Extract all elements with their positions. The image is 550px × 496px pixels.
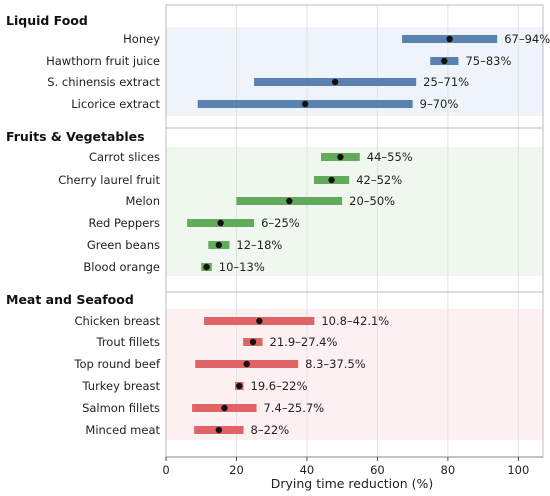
mean-dot <box>249 338 257 346</box>
x-tick-label: 80 <box>441 463 456 477</box>
x-axis-label: Drying time reduction (%) <box>271 476 434 491</box>
category-label: Carrot slices <box>89 150 160 164</box>
category-label: Blood orange <box>83 260 160 274</box>
group-bands <box>166 27 543 440</box>
mean-dot <box>203 263 210 271</box>
range-label: 25–71% <box>423 75 469 89</box>
category-label: Honey <box>123 32 160 46</box>
x-axis: 0 20 40 60 80 100 <box>162 456 543 477</box>
range-label: 19.6–22% <box>251 379 308 393</box>
category-label: Turkey breast <box>82 379 161 393</box>
category-label: Licorice extract <box>71 97 160 111</box>
mean-dot <box>441 57 448 65</box>
range-label: 42–52% <box>356 173 402 187</box>
x-tick-label: 20 <box>229 463 244 477</box>
x-tick-label: 40 <box>300 463 315 477</box>
range-label: 6–25% <box>261 216 300 230</box>
mean-dot <box>331 78 339 86</box>
group-title: Liquid Food <box>6 13 88 28</box>
mean-dot <box>286 197 293 205</box>
mean-dot <box>256 317 263 325</box>
category-label: Red Peppers <box>89 216 161 230</box>
mean-dot <box>243 360 250 368</box>
range-label: 75–83% <box>465 54 511 68</box>
category-label: Melon <box>125 194 160 208</box>
category-label: Hawthorn fruit juice <box>46 54 160 68</box>
range-label: 12–18% <box>236 238 282 252</box>
category-label: Trout fillets <box>95 335 160 349</box>
group-band <box>166 147 543 276</box>
group-title: Fruits & Vegetables <box>6 129 145 144</box>
x-tick-label: 100 <box>507 463 529 477</box>
category-label: Salmon fillets <box>82 401 160 415</box>
mean-dot <box>236 382 243 390</box>
mean-dot <box>301 100 309 108</box>
category-label: Top round beef <box>73 357 161 371</box>
range-label: 8.3–37.5% <box>305 357 366 371</box>
range-label: 44–55% <box>367 150 413 164</box>
mean-dot <box>215 426 223 434</box>
category-labels: Liquid Food Honey Hawthorn fruit juice S. c… <box>6 13 161 437</box>
category-label: Chicken breast <box>74 314 160 328</box>
range-label: 21.9–27.4% <box>270 335 338 349</box>
range-label: 9–70% <box>420 97 459 111</box>
mean-dot <box>328 176 335 184</box>
range-label: 7.4–25.7% <box>264 401 325 415</box>
mean-dot <box>221 404 228 412</box>
group-band <box>166 309 543 440</box>
range-label: 10–13% <box>219 260 265 274</box>
category-label: Cherry laurel fruit <box>58 173 160 187</box>
x-tick-label: 60 <box>370 463 385 477</box>
mean-dot <box>215 241 223 249</box>
category-label: Green beans <box>87 238 160 252</box>
category-label: S. chinensis extract <box>47 75 160 89</box>
mean-dot <box>217 219 224 227</box>
range-marks: 67–94% 75–83% 25–71% 9–70% 44–55% 42–52% 20–50… <box>187 32 550 437</box>
range-label: 8–22% <box>251 423 290 437</box>
x-tick-label: 0 <box>162 463 169 477</box>
range-label: 10.8–42.1% <box>321 314 389 328</box>
range-label: 20–50% <box>349 194 395 208</box>
mean-dot <box>337 153 344 161</box>
group-title: Meat and Seafood <box>6 292 134 307</box>
category-label: Minced meat <box>85 423 160 437</box>
range-label: 67–94% <box>504 32 550 46</box>
mean-dot <box>446 35 453 43</box>
